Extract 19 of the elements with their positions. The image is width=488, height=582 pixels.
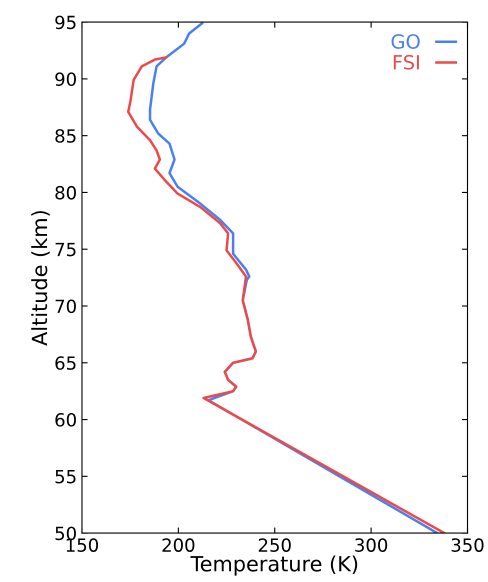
y-tick-label: 50	[56, 526, 76, 540]
x-tick-label: 150	[66, 538, 98, 552]
y-tick-label: 60	[55, 413, 76, 427]
y-tick-label: 70	[56, 299, 76, 314]
y-tick-label: 90	[55, 72, 76, 86]
y-tick-label: 55	[56, 470, 76, 484]
x-axis-title: Temperature (K)	[190, 555, 358, 576]
y-tick-label: 65	[55, 356, 76, 370]
legend-label: GO	[392, 34, 420, 49]
x-tick-label: 250	[258, 538, 291, 552]
x-tick-label: 200	[162, 538, 194, 552]
y-tick-label: 95	[55, 16, 76, 30]
y-axis-title: Altitude (km)	[31, 211, 50, 346]
x-tick-label: 350	[452, 538, 484, 552]
y-tick-label: 75	[56, 242, 76, 256]
y-tick-label: 85	[55, 129, 76, 143]
x-tick-label: 300	[355, 538, 388, 552]
legend-label: FSI	[394, 54, 419, 70]
y-tick-label: 80	[55, 186, 76, 200]
